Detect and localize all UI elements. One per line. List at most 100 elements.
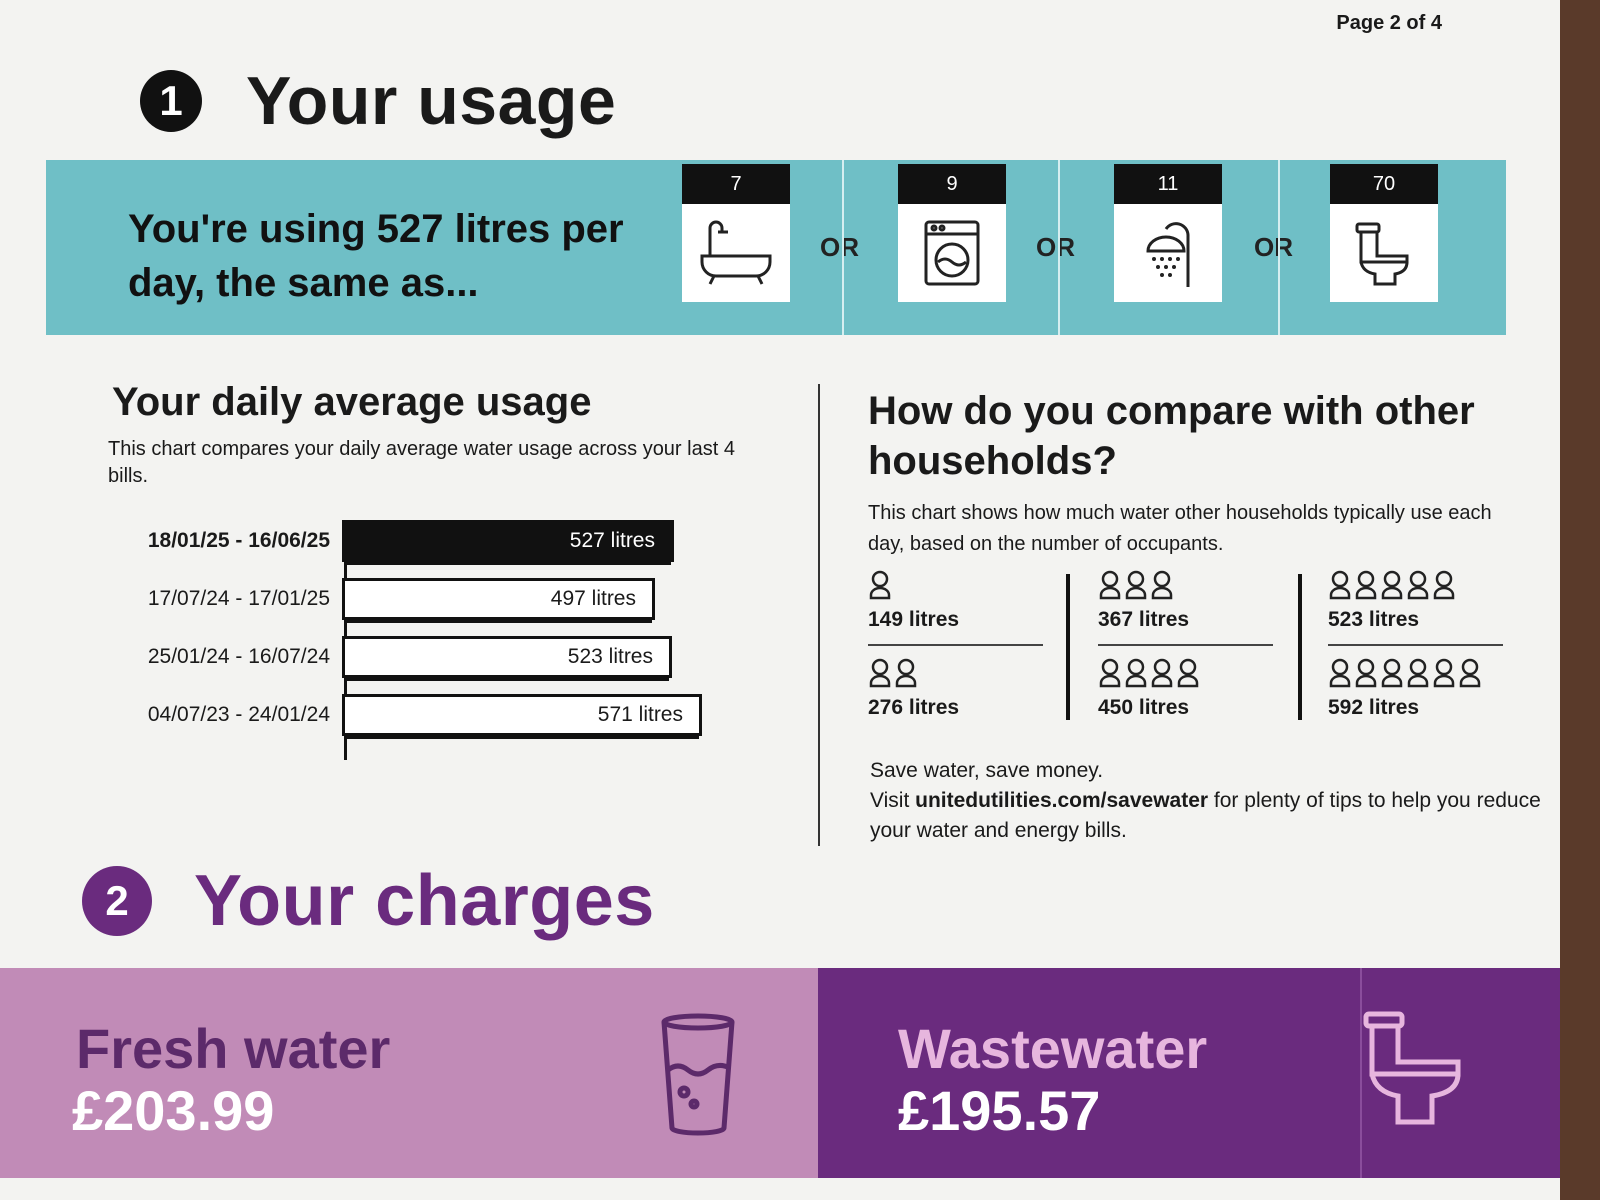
person-icon bbox=[1177, 658, 1199, 688]
household-value: 523 litres bbox=[1328, 608, 1420, 631]
fresh-water-charge: Fresh water £203.99 bbox=[0, 968, 818, 1178]
wastewater-label: Wastewater bbox=[898, 1017, 1208, 1080]
or-label: OR bbox=[1036, 232, 1075, 262]
person-icon bbox=[869, 658, 891, 688]
equivalent-count: 9 bbox=[898, 164, 1006, 204]
person-icon bbox=[1099, 658, 1121, 688]
person-icons bbox=[1098, 570, 1273, 604]
person-icon bbox=[869, 570, 891, 600]
person-icon bbox=[1125, 658, 1147, 688]
household-separator bbox=[1066, 574, 1070, 720]
household-column: 149 litres 276 litres bbox=[868, 570, 1043, 738]
bill-page: Page 2 of 4 1 Your usage You're using 52… bbox=[0, 0, 1560, 1200]
section-2-title: 2 Your charges bbox=[82, 860, 655, 942]
person-icon bbox=[1099, 570, 1121, 600]
bar-row: 18/01/25 - 16/06/25 527 litres bbox=[100, 518, 674, 564]
bar-category-label: 25/01/24 - 16/07/24 bbox=[147, 645, 330, 668]
household-item: 592 litres bbox=[1328, 658, 1503, 738]
household-item: 450 litres bbox=[1098, 658, 1273, 738]
person-icon bbox=[1329, 658, 1351, 688]
bar-category-label: 17/07/24 - 17/01/25 bbox=[147, 587, 330, 610]
household-item: 276 litres bbox=[868, 658, 1043, 738]
daily-average-description: This chart compares your daily average w… bbox=[108, 438, 735, 487]
usage-bar: 571 litres bbox=[342, 694, 702, 736]
bar-row: 25/01/24 - 16/07/24 523 litres bbox=[100, 634, 672, 680]
section-2-number: 2 bbox=[82, 866, 152, 936]
equivalent-count: 7 bbox=[682, 164, 790, 204]
person-icon bbox=[1381, 658, 1403, 688]
household-item: 523 litres bbox=[1328, 570, 1503, 646]
usage-banner: You're using 527 litres per day, the sam… bbox=[46, 160, 1506, 335]
bar-row: 17/07/24 - 17/01/25 497 litres bbox=[100, 576, 655, 622]
usage-message: You're using 527 litres per day, the sam… bbox=[128, 207, 624, 305]
person-icons bbox=[1098, 658, 1273, 692]
person-icon bbox=[1329, 570, 1351, 600]
fresh-water-label: Fresh water bbox=[76, 1017, 391, 1080]
comparison-heading: How do you compare with other households… bbox=[868, 389, 1475, 483]
person-icon bbox=[1125, 570, 1147, 600]
page-number: Page 2 of 4 bbox=[1336, 12, 1442, 34]
fresh-water-amount: £203.99 bbox=[72, 1079, 275, 1142]
household-value: 450 litres bbox=[1098, 696, 1190, 719]
usage-bar: 497 litres bbox=[342, 578, 655, 620]
savewater-link[interactable]: unitedutilities.com/savewater bbox=[915, 789, 1209, 812]
bath-icon bbox=[682, 204, 790, 302]
shower-icon bbox=[1114, 204, 1222, 302]
save-tip-visit: Visit bbox=[870, 789, 910, 812]
section-2-heading: Your charges bbox=[194, 861, 655, 941]
person-icons bbox=[1328, 570, 1503, 604]
or-label: OR bbox=[1254, 232, 1293, 262]
bar-category-label: 04/07/23 - 24/01/24 bbox=[147, 703, 330, 726]
equivalent-bath: 7 bbox=[682, 164, 790, 302]
equivalent-count: 70 bbox=[1330, 164, 1438, 204]
person-icons bbox=[868, 570, 1043, 604]
equivalent-toilet: 70 bbox=[1330, 164, 1438, 302]
person-icons bbox=[868, 658, 1043, 692]
wastewater-divider bbox=[1360, 968, 1362, 1178]
bar-value-label: 523 litres bbox=[567, 645, 653, 668]
toilet-icon bbox=[1358, 1008, 1468, 1133]
household-separator bbox=[1298, 574, 1302, 720]
person-icon bbox=[1407, 570, 1429, 600]
household-value: 149 litres bbox=[868, 608, 960, 631]
bar-category-label: 18/01/25 - 16/06/25 bbox=[147, 529, 330, 552]
person-icon bbox=[1151, 570, 1173, 600]
band-divider bbox=[842, 160, 844, 335]
glass-of-water-icon bbox=[658, 1012, 738, 1141]
save-tip-line: Save water, save money. bbox=[870, 759, 1104, 782]
usage-bar: 523 litres bbox=[342, 636, 672, 678]
person-icons bbox=[1328, 658, 1503, 692]
person-icon bbox=[1151, 658, 1173, 688]
wastewater-amount: £195.57 bbox=[898, 1079, 1101, 1142]
wastewater-charge: Wastewater £195.57 bbox=[818, 968, 1560, 1178]
section-1-heading: Your usage bbox=[246, 63, 617, 139]
person-icon bbox=[1433, 658, 1455, 688]
equivalent-washing-machine: 9 bbox=[898, 164, 1006, 302]
household-column: 523 litres 592 litres bbox=[1328, 570, 1503, 738]
band-divider bbox=[1058, 160, 1060, 335]
equivalent-count: 11 bbox=[1114, 164, 1222, 204]
section-1-title: 1 Your usage bbox=[140, 62, 616, 140]
washing-machine-icon bbox=[898, 204, 1006, 302]
person-icon bbox=[1407, 658, 1429, 688]
save-water-tip: Save water, save money. Visit unitedutil… bbox=[870, 756, 1550, 846]
band-divider bbox=[1278, 160, 1280, 335]
or-label: OR bbox=[820, 232, 859, 262]
person-icon bbox=[1355, 658, 1377, 688]
household-item: 367 litres bbox=[1098, 570, 1273, 646]
bar-value-label: 527 litres bbox=[569, 529, 655, 552]
person-icon bbox=[1459, 658, 1481, 688]
household-column: 367 litres 450 litres bbox=[1098, 570, 1273, 738]
household-value: 367 litres bbox=[1098, 608, 1190, 631]
person-icon bbox=[1381, 570, 1403, 600]
person-icon bbox=[1433, 570, 1455, 600]
usage-bar: 527 litres bbox=[342, 520, 674, 562]
bar-value-label: 571 litres bbox=[597, 703, 683, 726]
column-divider bbox=[818, 384, 820, 846]
comparison-description: This chart shows how much water other ho… bbox=[868, 502, 1492, 555]
save-tip-rest: for plenty of tips to help you reduce yo… bbox=[870, 789, 1541, 842]
section-1-number: 1 bbox=[140, 70, 202, 132]
person-icon bbox=[1355, 570, 1377, 600]
household-value: 592 litres bbox=[1328, 696, 1420, 719]
daily-average-heading: Your daily average usage bbox=[112, 380, 592, 424]
